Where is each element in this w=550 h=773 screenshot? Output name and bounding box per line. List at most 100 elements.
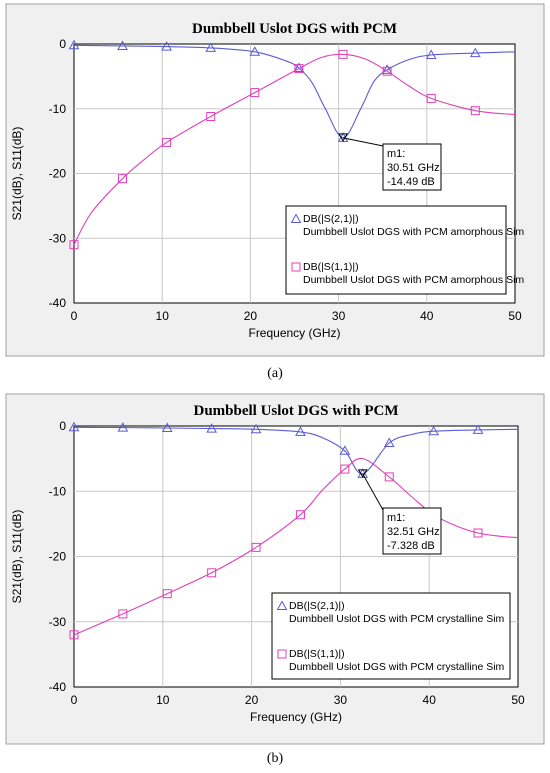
chart-panel-b: Dumbbell Uslot DGS with PCM 0 10 20 30 40 50 0-… bbox=[0, 390, 550, 773]
chart-b-xtick-label: 10 bbox=[156, 693, 170, 707]
chart-a-xtick-label: 40 bbox=[420, 309, 434, 323]
chart-b-xtick-label: 20 bbox=[245, 693, 259, 707]
chart-a-legend-marker bbox=[291, 262, 301, 272]
chart-b-m1-freq: 32.51 GHz bbox=[387, 526, 440, 538]
chart-a-ytick-label: -10 bbox=[49, 102, 67, 116]
chart-a-data-point-marker bbox=[161, 41, 172, 51]
chart-a-m1-leader-line bbox=[342, 137, 384, 147]
chart-a-xtick-label: 10 bbox=[156, 309, 170, 323]
chart-a-legend-label: DB(|S(2,1)|) bbox=[303, 213, 359, 225]
chart-a-xlabel: Frequency (GHz) bbox=[248, 326, 340, 340]
chart-b-legend-marker bbox=[277, 649, 287, 659]
chart-a-data-point-marker bbox=[206, 112, 216, 122]
chart-a-title: Dumbbell Uslot DGS with PCM bbox=[192, 21, 397, 37]
chart-a-m1-marker-icon bbox=[338, 133, 348, 142]
chart-a-legend-label: DB(|S(1,1)|) bbox=[303, 261, 359, 273]
chart-a-m1-value: -14.49 dB bbox=[387, 176, 435, 188]
chart-a-ytick-label: 0 bbox=[59, 37, 66, 51]
chart-a-m1-name: m1: bbox=[387, 148, 405, 160]
chart-b-xtick-label: 0 bbox=[71, 693, 78, 707]
chart-a-series-line bbox=[73, 53, 516, 245]
chart-a-data-point-marker bbox=[425, 49, 437, 60]
chart-a-legend-sublabel: Dumbbell Uslot DGS with PCM amorphous Si… bbox=[303, 226, 524, 238]
chart-b-data-point-marker bbox=[428, 425, 439, 436]
chart-b-series-line bbox=[73, 457, 519, 636]
chart-b-xtick-label: 30 bbox=[334, 693, 348, 707]
chart-b-ylabel: S21(dB), S11(dB) bbox=[10, 510, 24, 604]
chart-a-data-point-marker bbox=[250, 88, 260, 98]
chart-a-data-point-marker bbox=[249, 46, 261, 56]
chart-b-data-point-marker bbox=[250, 423, 262, 434]
chart-b-xtick-label: 40 bbox=[423, 693, 437, 707]
chart-b-data-point-marker bbox=[251, 542, 261, 552]
chart-b-m1-name: m1: bbox=[387, 512, 405, 524]
chart-a-legend-sublabel: Dumbbell Uslot DGS with PCM amorphous Si… bbox=[303, 274, 524, 286]
chart-b-data-point-marker bbox=[207, 568, 217, 578]
chart-b-xlabel: Frequency (GHz) bbox=[250, 710, 342, 724]
chart-b-xtick-label: 50 bbox=[511, 693, 525, 707]
chart-a-data-point-marker bbox=[68, 39, 80, 50]
chart-b-data-point-marker bbox=[117, 422, 129, 432]
chart-b-ytick-label: -20 bbox=[49, 550, 67, 564]
chart-b-data-point-marker bbox=[69, 630, 79, 640]
chart-b-m1-value: -7.328 dB bbox=[387, 540, 435, 552]
chart-a-data-point-marker bbox=[426, 93, 436, 103]
chart-b-ytick-label: -30 bbox=[49, 615, 67, 629]
chart-a-xtick-label: 0 bbox=[71, 309, 78, 323]
chart-a-series-line bbox=[73, 44, 516, 139]
chart-b-series-s21 bbox=[68, 421, 519, 478]
chart-b-data-point-marker bbox=[472, 424, 484, 434]
chart-b-data-point-marker bbox=[295, 510, 305, 520]
chart-a-data-point-marker bbox=[69, 240, 79, 250]
chart-b-legend-label: DB(|S(1,1)|) bbox=[289, 648, 345, 660]
chart-b-ytick-label: 0 bbox=[59, 419, 66, 433]
chart-b-data-point-marker bbox=[118, 609, 128, 619]
panel-b-caption: (b) bbox=[266, 751, 284, 766]
chart-a-ytick-label: -30 bbox=[49, 231, 67, 245]
chart-a-xtick-label: 20 bbox=[244, 309, 258, 323]
chart-b-m1-marker-icon bbox=[357, 469, 368, 478]
chart-a-data-point-marker bbox=[469, 47, 481, 58]
chart-b-m1-leader-line bbox=[362, 473, 384, 511]
chart-b-data-point-marker bbox=[161, 422, 173, 432]
chart-b-data-point-marker bbox=[340, 464, 350, 474]
chart-a-data-point-marker bbox=[162, 137, 172, 147]
chart-a-m1-freq: 30.51 GHz bbox=[387, 162, 440, 174]
chart-b-data-point-marker bbox=[162, 589, 172, 599]
chart-a-data-point-marker bbox=[294, 64, 304, 74]
chart-a-ytick-label: -40 bbox=[49, 296, 67, 310]
chart-a-xtick-label: 50 bbox=[508, 309, 522, 323]
chart-a-data-point-marker bbox=[205, 42, 217, 52]
chart-b-data-point-marker bbox=[206, 423, 217, 433]
chart-a-data-point-marker bbox=[338, 49, 348, 59]
chart-b-data-point-marker bbox=[473, 528, 483, 538]
chart-a-data-point-marker bbox=[470, 106, 480, 116]
panel-a-caption: (a) bbox=[267, 366, 283, 381]
chart-b-data-point-marker bbox=[295, 426, 306, 436]
chart-a-data-point-marker bbox=[118, 174, 128, 184]
chart-panel-a: Dumbbell Uslot DGS with PCM 0 10 20 30 40 50 0-… bbox=[5, 3, 545, 381]
chart-b-legend-marker bbox=[276, 600, 288, 610]
chart-a-ytick-label: -20 bbox=[49, 167, 67, 181]
chart-b-m1-box bbox=[382, 507, 442, 555]
chart-b-ytick-label: -10 bbox=[49, 484, 67, 498]
chart-b-data-point-marker bbox=[383, 437, 395, 447]
chart-a-legend-marker bbox=[290, 213, 302, 223]
chart-b-legend-label: DB(|S(2,1)|) bbox=[289, 600, 345, 612]
chart-a-series-s11 bbox=[69, 49, 516, 250]
chart-b-ytick-label: -40 bbox=[49, 680, 67, 694]
chart-b-data-point-marker bbox=[68, 421, 80, 432]
chart-b-legend bbox=[271, 592, 511, 680]
chart-a-ylabel: S21(dB), S11(dB) bbox=[10, 127, 24, 221]
chart-a-data-point-marker bbox=[117, 40, 128, 50]
chart-a-m1-box bbox=[382, 143, 442, 191]
chart-b-legend-sublabel: Dumbbell Uslot DGS with PCM crystalline … bbox=[289, 613, 505, 625]
chart-a-legend bbox=[285, 205, 507, 295]
chart-a-data-point-marker bbox=[382, 66, 392, 76]
chart-b-data-point-marker bbox=[384, 472, 394, 482]
chart-b-data-point-marker bbox=[339, 445, 351, 455]
chart-a-xtick-label: 30 bbox=[332, 309, 346, 323]
chart-b-legend-sublabel: Dumbbell Uslot DGS with PCM crystalline … bbox=[289, 661, 505, 673]
